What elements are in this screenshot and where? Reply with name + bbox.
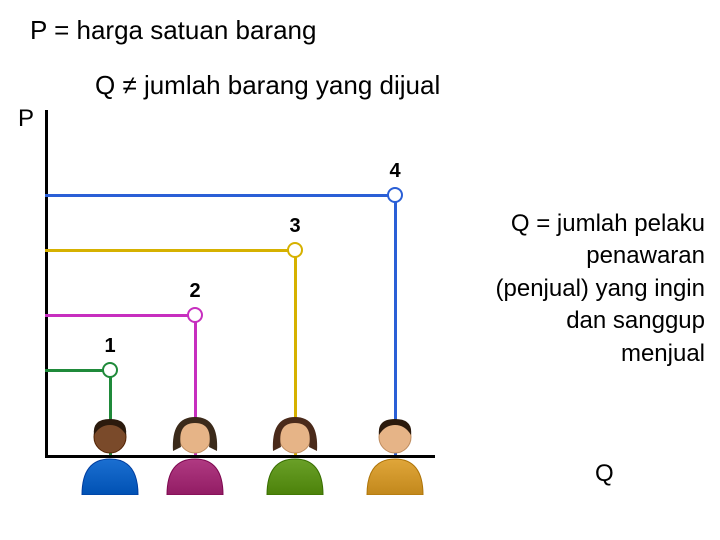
- person-icon-2: [163, 415, 227, 495]
- y-axis: [45, 110, 48, 455]
- point-label-4: 4: [389, 160, 400, 183]
- point-label-3: 3: [289, 215, 300, 238]
- point-label-2: 2: [189, 280, 200, 303]
- data-point-3: [287, 242, 303, 258]
- q-definition-text: Q = jumlah pelakupenawaran(penjual) yang…: [445, 208, 705, 370]
- person-icon-1: [78, 415, 142, 495]
- point-label-1: 1: [104, 335, 115, 358]
- person-icon-3: [263, 415, 327, 495]
- data-point-4: [387, 187, 403, 203]
- person-icon-4: [363, 415, 427, 495]
- guide-horizontal-3: [45, 249, 295, 252]
- guide-horizontal-1: [45, 369, 110, 372]
- x-axis-label: Q: [595, 460, 614, 488]
- y-axis-label: P: [18, 105, 34, 133]
- title-p-definition: P = harga satuan barang: [30, 15, 316, 46]
- guide-horizontal-4: [45, 194, 395, 197]
- guide-horizontal-2: [45, 314, 195, 317]
- data-point-1: [102, 362, 118, 378]
- title-q-not-equal: Q ≠ jumlah barang yang dijual: [95, 70, 440, 101]
- data-point-2: [187, 307, 203, 323]
